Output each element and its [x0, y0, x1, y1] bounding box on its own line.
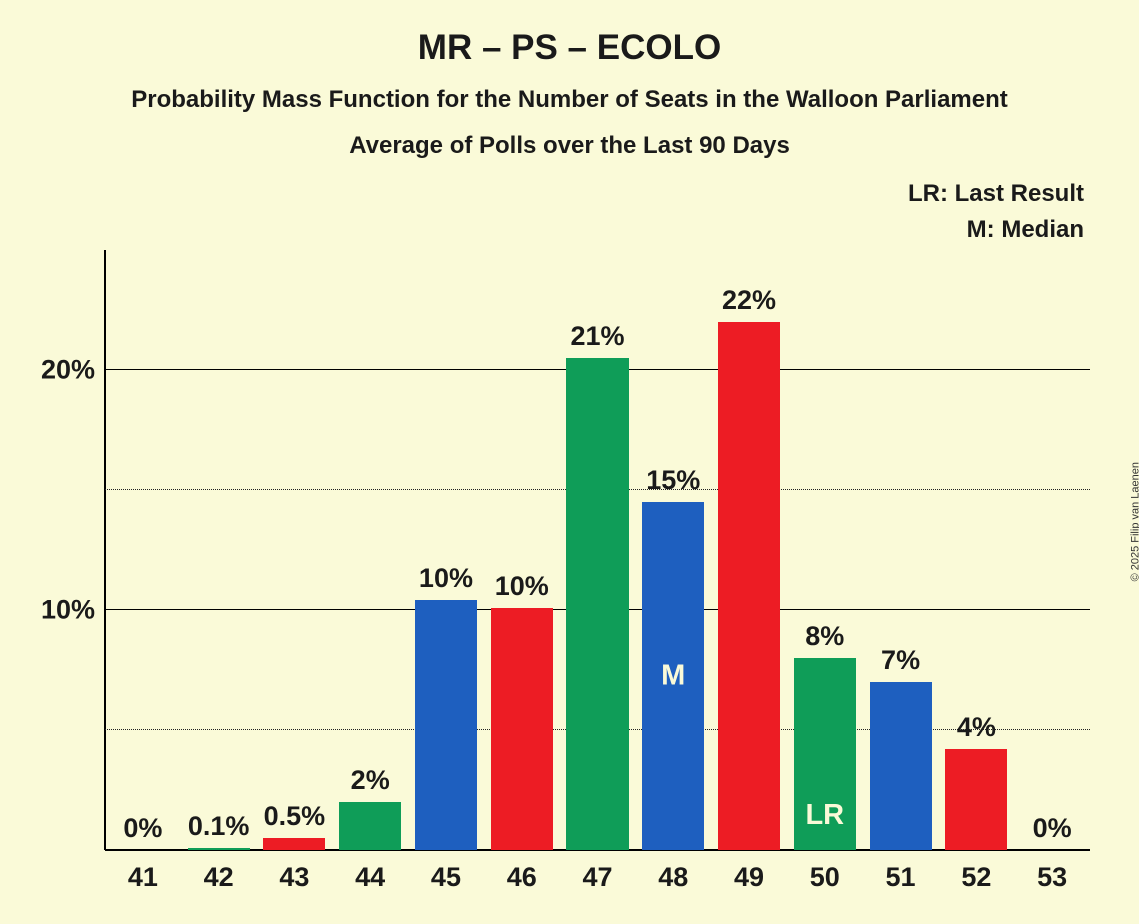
bar-value-label: 10%	[419, 563, 473, 600]
bar-value-label: 0%	[123, 813, 162, 850]
x-axis-tick-label: 46	[507, 850, 537, 893]
x-axis-tick-label: 52	[961, 850, 991, 893]
x-axis-tick-label: 42	[204, 850, 234, 893]
x-axis-tick-label: 45	[431, 850, 461, 893]
bar: 4%	[945, 749, 1007, 850]
bar-inner-label: LR	[805, 799, 844, 832]
x-axis-tick-label: 41	[128, 850, 158, 893]
bar: 8%LR	[794, 658, 856, 850]
bar: 10%	[415, 600, 477, 850]
legend-last-result: LR: Last Result	[908, 180, 1084, 208]
bar-value-label: 7%	[881, 645, 920, 682]
chart-subtitle-1: Probability Mass Function for the Number…	[0, 68, 1139, 114]
bar-value-label: 2%	[351, 765, 390, 802]
bar: 22%	[718, 322, 780, 850]
x-axis-tick-label: 48	[658, 850, 688, 893]
bar-value-label: 0.5%	[264, 801, 326, 838]
bar: 7%	[870, 682, 932, 850]
x-axis-tick-label: 44	[355, 850, 385, 893]
x-axis-tick-label: 43	[279, 850, 309, 893]
bar: 2%	[339, 802, 401, 850]
bar-inner-label: M	[661, 660, 685, 693]
bar: 15%M	[642, 502, 704, 850]
y-axis-tick-label: 10%	[41, 595, 105, 626]
bar-value-label: 10%	[495, 571, 549, 608]
x-axis-tick-label: 53	[1037, 850, 1067, 893]
y-axis-line	[104, 250, 106, 850]
bar-value-label: 21%	[570, 321, 624, 358]
x-axis-tick-label: 49	[734, 850, 764, 893]
bar: 10%	[491, 608, 553, 850]
chart-plot-area: 10%20%414243444546474849505152530%0.1%0.…	[105, 250, 1090, 850]
bar-value-label: 4%	[957, 712, 996, 749]
chart-title: MR – PS – ECOLO	[0, 0, 1139, 68]
bar: 0.1%	[188, 848, 250, 850]
bar-value-label: 0%	[1033, 813, 1072, 850]
bar-value-label: 0.1%	[188, 811, 250, 848]
bar-value-label: 22%	[722, 285, 776, 322]
legend-median: M: Median	[967, 216, 1084, 244]
chart-subtitle-2: Average of Polls over the Last 90 Days	[0, 114, 1139, 160]
bar-value-label: 15%	[646, 465, 700, 502]
x-axis-tick-label: 47	[582, 850, 612, 893]
bar-value-label: 8%	[805, 621, 844, 658]
bar: 0.5%	[263, 838, 325, 850]
x-axis-tick-label: 50	[810, 850, 840, 893]
copyright-text: © 2025 Filip van Laenen	[1129, 462, 1139, 581]
y-axis-tick-label: 20%	[41, 355, 105, 386]
bar: 21%	[566, 358, 628, 850]
x-axis-tick-label: 51	[886, 850, 916, 893]
